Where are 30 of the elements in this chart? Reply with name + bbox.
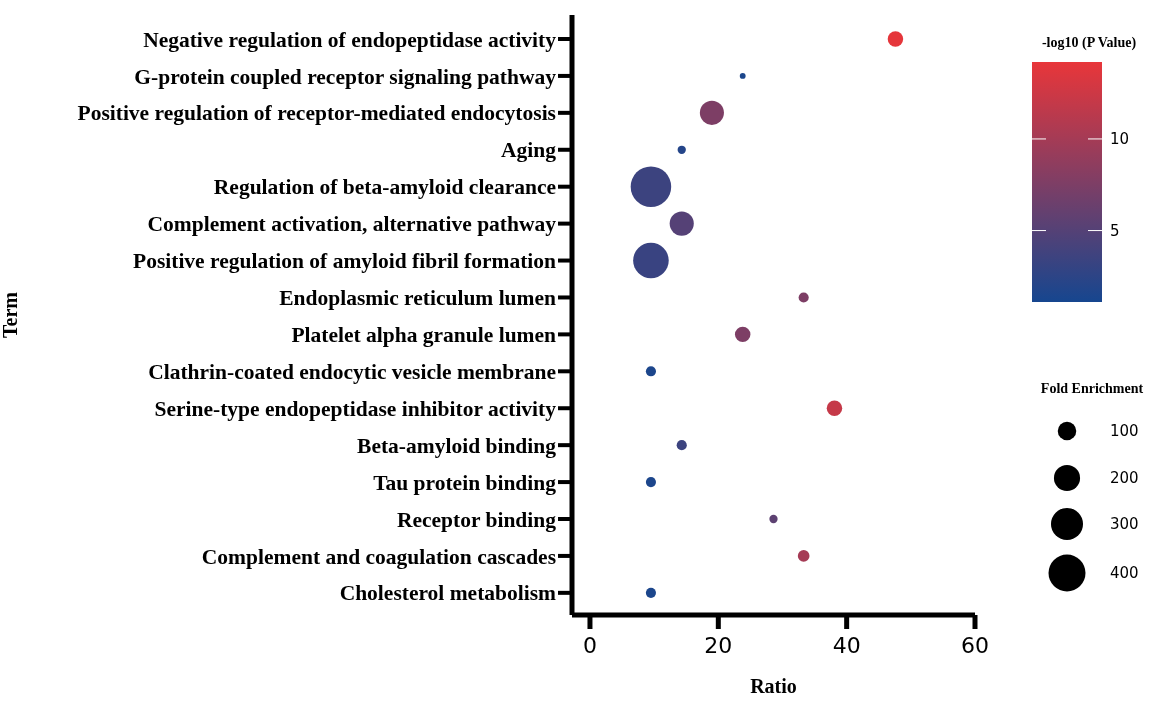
x-tick-label: 40 bbox=[832, 632, 861, 658]
x-tick-label: 20 bbox=[704, 632, 733, 658]
legend-label: 400 bbox=[1110, 564, 1139, 582]
x-tick-label: 60 bbox=[961, 632, 989, 658]
legend-label: 100 bbox=[1110, 422, 1139, 440]
color-bar-label: 5 bbox=[1110, 221, 1120, 240]
y-tick-label: Tau protein binding bbox=[373, 470, 557, 495]
y-tick-label: Positive regulation of receptor-mediated endocytosis bbox=[77, 101, 556, 126]
y-tick-label: Platelet alpha granule lumen bbox=[291, 323, 557, 348]
y-tick-label: Receptor binding bbox=[396, 507, 557, 532]
y-tick-label: Complement activation, alternative pathway bbox=[147, 212, 557, 237]
legend-label: 200 bbox=[1110, 469, 1139, 487]
y-tick-label: Positive regulation of amyloid fibril formation bbox=[133, 249, 557, 274]
y-tick-label: Regulation of beta-amyloid clearance bbox=[213, 175, 556, 200]
y-tick-label: Aging bbox=[501, 138, 557, 163]
color-bar-label: 10 bbox=[1110, 129, 1130, 148]
y-tick-label: Serine-type endopeptidase inhibitor activity bbox=[154, 396, 557, 421]
x-tick-label: 0 bbox=[582, 632, 597, 658]
y-tick-label: Beta-amyloid binding bbox=[357, 433, 557, 458]
y-axis-title: Term bbox=[0, 291, 22, 338]
y-tick-label: Negative regulation of endopeptidase activity bbox=[143, 27, 557, 52]
y-tick-label: Cholesterol metabolism bbox=[339, 581, 557, 606]
legend-title: Fold Enrichment bbox=[1040, 381, 1144, 396]
y-tick-label: Clathrin-coated endocytic vesicle membrane bbox=[148, 359, 556, 384]
y-tick-label: Endoplasmic reticulum lumen bbox=[279, 286, 557, 311]
x-axis-title: Ratio bbox=[750, 675, 797, 697]
legend-label: 300 bbox=[1110, 515, 1139, 533]
color-bar-title: -log10 (P Value) bbox=[1041, 35, 1137, 51]
y-tick-label: Complement and coagulation cascades bbox=[201, 544, 556, 569]
y-tick-label: G-protein coupled receptor signaling pathway bbox=[134, 64, 557, 89]
